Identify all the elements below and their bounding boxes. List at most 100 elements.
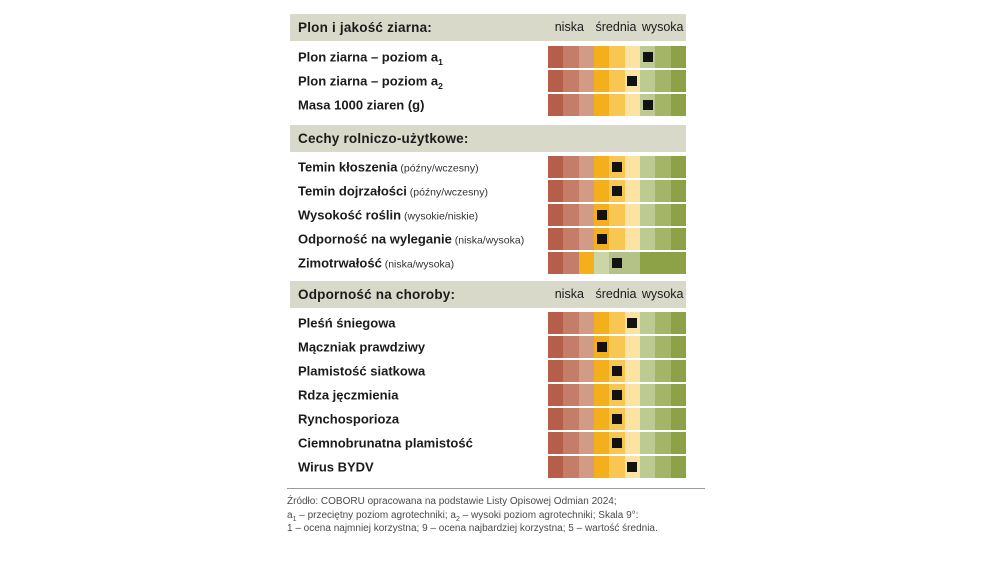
row-label: Rdza jęczmienia xyxy=(298,387,399,403)
rating-bar xyxy=(548,408,686,430)
row-label: Masa 1000 ziaren (g) xyxy=(298,97,425,113)
bar-segment xyxy=(593,180,610,202)
bar-segment xyxy=(655,46,671,68)
bar-segment xyxy=(593,432,610,454)
bar-segment xyxy=(548,432,564,454)
bar-segment xyxy=(563,312,579,334)
bar-segment xyxy=(563,456,579,478)
bar-segment xyxy=(624,408,640,430)
row-label: Temin kłoszenia (późny/wczesny) xyxy=(298,159,479,175)
bar-segment xyxy=(670,384,686,406)
section-plon-i-jakosc-ziarna: Plon i jakość ziarna: niska średnia wysoka P… xyxy=(290,14,686,117)
chart-row-odpornosc-na-choroby-1: Mączniak prawdziwy xyxy=(290,335,686,359)
bar-segment xyxy=(639,360,656,382)
bar-segment xyxy=(593,46,610,68)
scale-label-średnia: średnia xyxy=(595,287,637,301)
bar-segment xyxy=(670,46,686,68)
bar-segment xyxy=(563,156,579,178)
bar-segment xyxy=(578,228,594,250)
bar-segment xyxy=(578,94,594,116)
bar-segment xyxy=(624,432,640,454)
bar-segment xyxy=(593,70,610,92)
bar-segment xyxy=(578,156,594,178)
rating-bar xyxy=(548,94,686,116)
bar-segment xyxy=(548,360,564,382)
rating-bar xyxy=(548,252,686,274)
bar-segment xyxy=(624,360,640,382)
section-cechy-rolniczo-uzytkowe: Cechy rolniczo-użytkowe: Temin kłoszenia … xyxy=(290,125,686,275)
bar-segment xyxy=(670,312,686,334)
chart-row-odpornosc-na-choroby-5: Ciemnobrunatna plamistość xyxy=(290,431,686,455)
row-label: Odporność na wyleganie (niska/wysoka) xyxy=(298,231,525,247)
bar-segment xyxy=(624,384,640,406)
bar-segment xyxy=(593,312,610,334)
row-label: Temin dojrzałości (późny/wczesny) xyxy=(298,183,488,199)
bar-segment xyxy=(609,336,625,358)
bar-segment xyxy=(639,336,656,358)
bar-segment xyxy=(593,156,610,178)
bar-segment xyxy=(655,432,671,454)
bar-segment xyxy=(593,384,610,406)
bar-segment xyxy=(563,252,579,274)
section-header: Cechy rolniczo-użytkowe: xyxy=(290,125,686,152)
bar-segment xyxy=(563,360,579,382)
row-label-subscript: 1 xyxy=(438,57,443,68)
bar-segment xyxy=(670,336,686,358)
row-note: (późny/wczesny) xyxy=(397,162,479,175)
footer-divider xyxy=(287,488,705,489)
bar-segment xyxy=(655,70,671,92)
bar-segment xyxy=(548,156,564,178)
bar-segment xyxy=(548,336,564,358)
row-label: Rynchosporioza xyxy=(298,411,400,427)
bar-segment xyxy=(609,94,625,116)
rating-bar xyxy=(548,360,686,382)
bar-segment xyxy=(563,204,579,226)
bar-segment xyxy=(578,360,594,382)
rating-marker xyxy=(612,390,622,400)
rating-marker xyxy=(596,342,607,352)
bar-segment xyxy=(578,312,594,334)
bar-segment xyxy=(639,228,656,250)
bar-segment xyxy=(655,180,671,202)
rating-marker xyxy=(627,318,638,328)
rating-bar xyxy=(548,432,686,454)
rating-marker xyxy=(642,52,653,62)
chart-row-odpornosc-na-choroby-2: Plamistość siatkowa xyxy=(290,359,686,383)
bar-segment xyxy=(548,228,564,250)
bar-segment xyxy=(578,204,594,226)
bar-segment xyxy=(609,70,625,92)
bar-segment xyxy=(578,408,594,430)
bar-segment xyxy=(578,70,594,92)
rating-marker xyxy=(627,462,638,472)
bar-segment xyxy=(639,70,656,92)
bar-segment xyxy=(563,228,579,250)
bar-segment xyxy=(670,156,686,178)
chart-row-odpornosc-na-choroby-3: Rdza jęczmienia xyxy=(290,383,686,407)
bar-segment xyxy=(548,456,564,478)
section-odpornosc-na-choroby: Odporność na choroby: niska średnia wysoka P… xyxy=(290,281,686,479)
bar-segment xyxy=(639,252,656,274)
rating-bar xyxy=(548,384,686,406)
rating-bar xyxy=(548,46,686,68)
row-note: (niska/wysoka) xyxy=(451,234,525,247)
row-label: Wysokość roślin (wysokie/niskie) xyxy=(298,207,479,223)
row-note: (wysokie/niskie) xyxy=(401,210,479,223)
bar-segment xyxy=(548,312,564,334)
row-label: Plon ziarna – poziom a1 xyxy=(298,49,443,68)
bar-segment xyxy=(609,312,625,334)
bar-segment xyxy=(670,360,686,382)
bar-segment xyxy=(639,204,656,226)
bar-segment xyxy=(655,360,671,382)
rating-bar xyxy=(548,312,686,334)
bar-segment xyxy=(578,180,594,202)
bar-segment xyxy=(578,336,594,358)
bar-segment xyxy=(655,456,671,478)
bar-segment xyxy=(670,228,686,250)
rating-marker xyxy=(612,258,622,268)
bar-segment xyxy=(655,336,671,358)
bar-segment xyxy=(639,180,656,202)
bar-segment xyxy=(624,46,640,68)
bar-segment xyxy=(563,408,579,430)
footer-subscript: 1 xyxy=(292,515,297,523)
scale-labels: niska średnia wysoka xyxy=(546,281,686,308)
